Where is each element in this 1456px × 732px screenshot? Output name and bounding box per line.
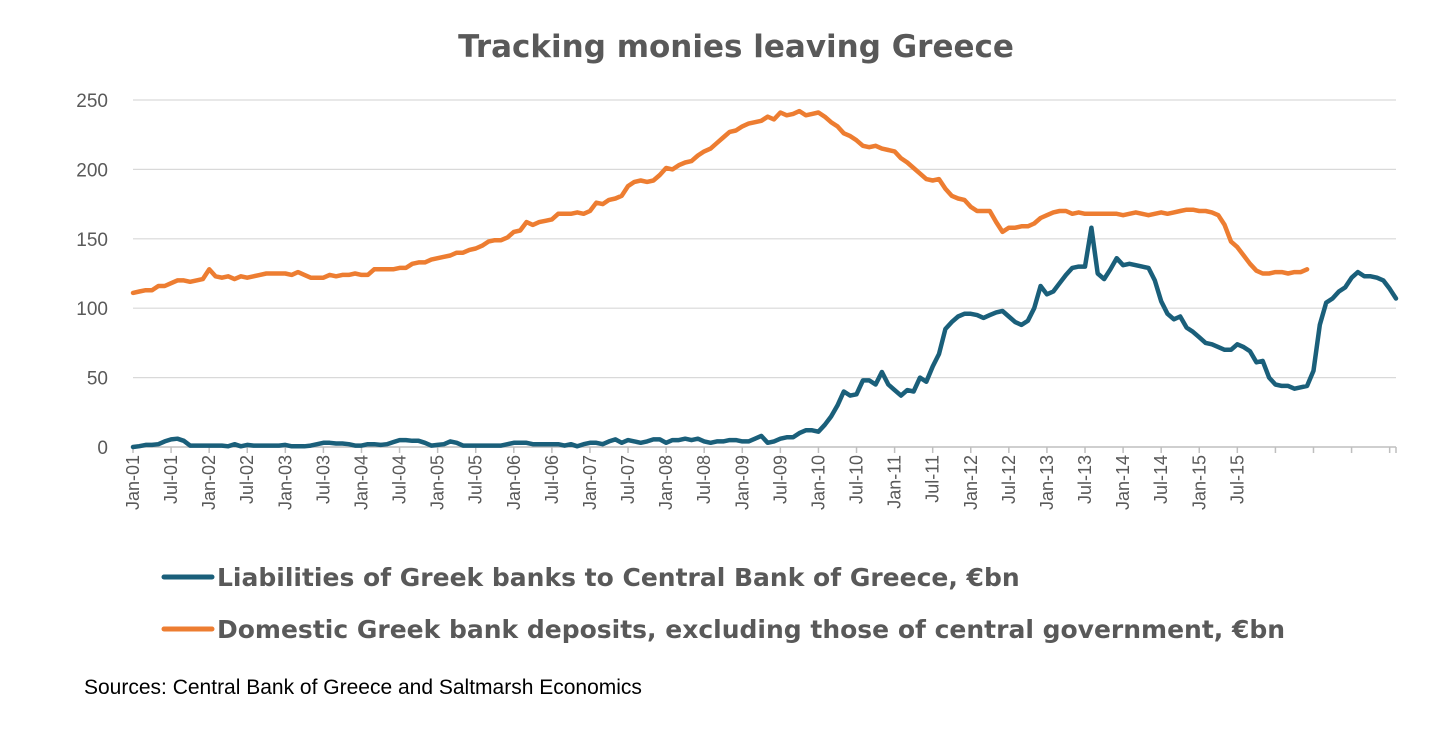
y-tick-label: 200 bbox=[76, 160, 108, 181]
x-axis-ticks: Jan-01 Jul-01 Jan-02 Jul-02 Jan-03 Jul-03 Jan-… bbox=[123, 447, 1397, 510]
legend-item-liabilities: Liabilities of Greek banks to Central Ba… bbox=[161, 563, 1020, 592]
x-tick-label: Jul-11 bbox=[923, 455, 943, 503]
x-tick-label: Jul-10 bbox=[847, 455, 867, 504]
y-tick-label: 150 bbox=[76, 230, 108, 251]
x-tick-label: Jul-09 bbox=[770, 455, 790, 504]
x-tick-label: Jan-15 bbox=[1189, 455, 1209, 510]
x-tick-label: Jul-05 bbox=[466, 455, 486, 504]
x-tick-label: Jul-15 bbox=[1227, 455, 1247, 504]
y-tick-label: 0 bbox=[97, 438, 108, 459]
y-tick-label: 100 bbox=[76, 299, 108, 320]
x-tick-label: Jan-03 bbox=[275, 455, 295, 510]
x-tick-label: Jul-06 bbox=[542, 455, 562, 504]
x-tick-label: Jul-12 bbox=[999, 455, 1019, 504]
x-tick-label: Jul-07 bbox=[618, 455, 638, 504]
legend: Liabilities of Greek banks to Central Ba… bbox=[161, 563, 1285, 644]
x-tick-label: Jan-12 bbox=[961, 455, 981, 510]
x-tick-label: Jul-01 bbox=[161, 455, 181, 504]
x-tick-label: Jul-13 bbox=[1075, 455, 1095, 504]
y-axis-ticks: 0 50 100 150 200 250 bbox=[76, 91, 108, 459]
chart-title: Tracking monies leaving Greece bbox=[458, 29, 1014, 65]
x-tick-label: Jan-04 bbox=[351, 455, 371, 510]
gridlines bbox=[133, 99, 1396, 448]
x-tick-label: Jan-10 bbox=[808, 455, 828, 510]
x-tick-label: Jan-06 bbox=[504, 455, 524, 510]
x-tick-label: Jul-14 bbox=[1151, 455, 1171, 504]
x-tick-label: Jan-11 bbox=[885, 455, 905, 509]
x-tick-label: Jan-07 bbox=[580, 455, 600, 510]
x-tick-label: Jan-14 bbox=[1113, 455, 1133, 510]
legend-label-deposits: Domestic Greek bank deposits, excluding … bbox=[217, 615, 1285, 644]
x-tick-label: Jan-02 bbox=[199, 455, 219, 510]
y-tick-label: 250 bbox=[76, 91, 108, 112]
series-line-deposits bbox=[130, 108, 1310, 296]
source-note: Sources: Central Bank of Greece and Salt… bbox=[84, 676, 642, 699]
x-tick-label: Jul-08 bbox=[694, 455, 714, 504]
series-line-liabilities bbox=[130, 225, 1399, 450]
y-tick-label: 50 bbox=[87, 369, 108, 390]
legend-item-deposits: Domestic Greek bank deposits, excluding … bbox=[161, 615, 1285, 644]
legend-label-liabilities: Liabilities of Greek banks to Central Ba… bbox=[217, 563, 1020, 592]
x-tick-label: Jan-09 bbox=[732, 455, 752, 510]
x-tick-label: Jul-04 bbox=[390, 455, 410, 504]
x-tick-label: Jul-02 bbox=[237, 455, 257, 504]
x-tick-label: Jan-01 bbox=[123, 455, 143, 510]
x-tick-label: Jan-08 bbox=[656, 455, 676, 510]
x-tick-label: Jul-03 bbox=[313, 455, 333, 504]
x-tick-label: Jan-05 bbox=[428, 455, 448, 510]
series-lines bbox=[130, 108, 1399, 450]
x-tick-label: Jan-13 bbox=[1037, 455, 1057, 510]
